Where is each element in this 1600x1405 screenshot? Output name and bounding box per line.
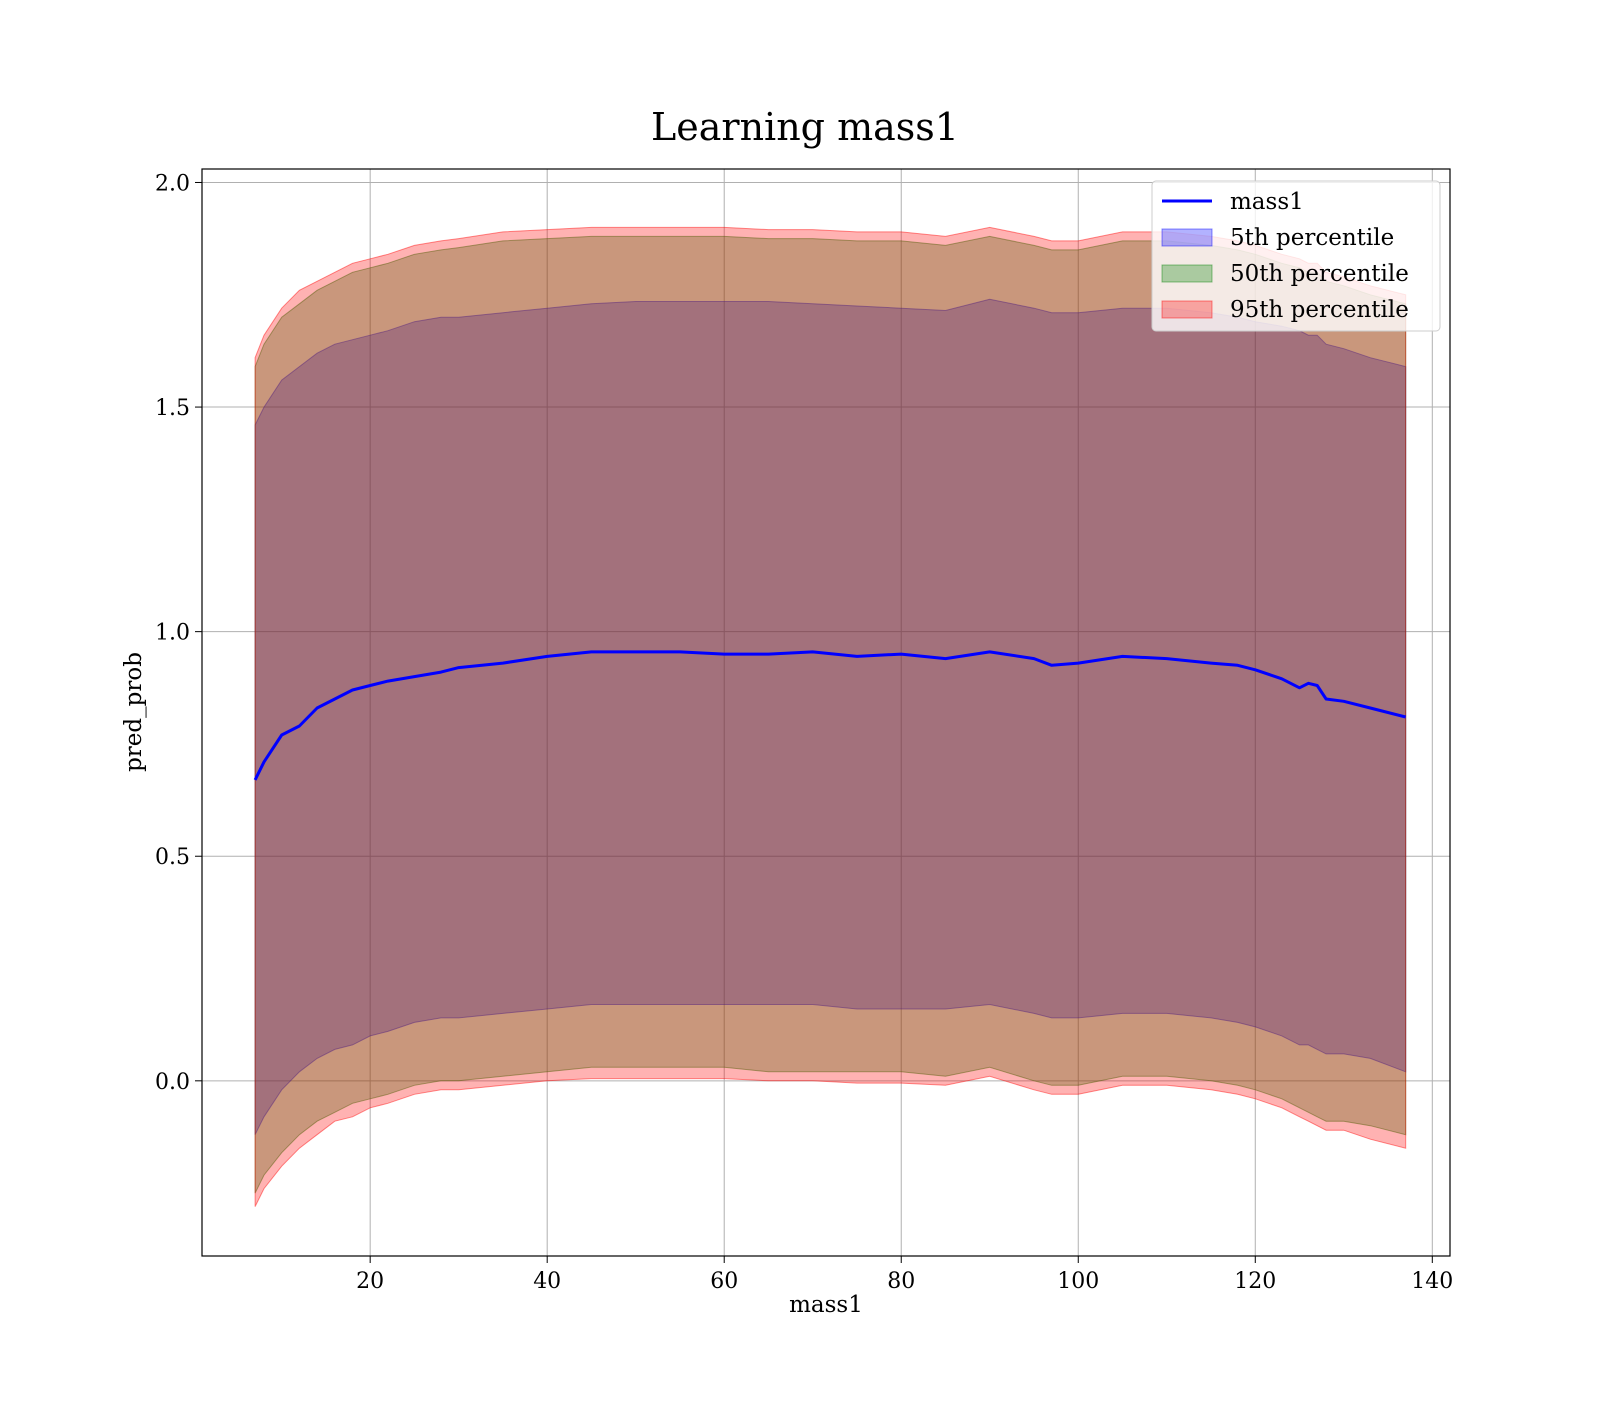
legend-swatch bbox=[1161, 228, 1213, 247]
x-axis-label: mass1 bbox=[789, 1292, 863, 1318]
legend-item-95th-percentile: 95th percentile bbox=[1161, 297, 1409, 323]
y-tick-label: 1.5 bbox=[155, 396, 190, 421]
x-tick-label: 40 bbox=[533, 1269, 561, 1294]
band-95th-percentile bbox=[254, 226, 1407, 1207]
x-tick-label: 80 bbox=[887, 1269, 915, 1294]
legend-label: mass1 bbox=[1230, 189, 1304, 215]
x-tick-label: 140 bbox=[1411, 1269, 1453, 1294]
legend-box bbox=[1151, 180, 1441, 332]
y-axis-label: pred_prob bbox=[121, 652, 147, 772]
y-tick-label: 2.0 bbox=[155, 171, 190, 196]
legend: mass1 5th percentile 50th percentile 95th p… bbox=[1151, 180, 1441, 332]
y-axis-ticks: 0.0 0.5 1.0 1.5 2.0 bbox=[155, 171, 202, 1095]
legend-label: 5th percentile bbox=[1230, 225, 1394, 251]
line-layer bbox=[253, 650, 1407, 781]
band-50th-percentile bbox=[254, 235, 1407, 1194]
x-tick-label: 100 bbox=[1057, 1269, 1099, 1294]
y-tick-label: 0.5 bbox=[155, 845, 190, 870]
x-tick-label: 60 bbox=[710, 1269, 738, 1294]
band-layer bbox=[254, 226, 1407, 1207]
legend-item-50th-percentile: 50th percentile bbox=[1161, 261, 1409, 287]
legend-item-5th-percentile: 5th percentile bbox=[1161, 225, 1394, 251]
legend-swatch bbox=[1161, 300, 1213, 319]
x-tick-label: 20 bbox=[356, 1269, 384, 1294]
y-tick-label: 1.0 bbox=[155, 621, 190, 646]
legend-label: 50th percentile bbox=[1230, 261, 1409, 287]
y-tick-label: 0.0 bbox=[155, 1070, 190, 1095]
legend-item-mass1: mass1 bbox=[1162, 189, 1304, 215]
grid-layer bbox=[202, 169, 1450, 1256]
legend-swatch bbox=[1161, 264, 1213, 283]
x-axis-ticks: 20 40 60 80 100 120 140 bbox=[356, 1256, 1453, 1294]
band-5th-percentile bbox=[254, 298, 1407, 1135]
series-line-mass1 bbox=[253, 650, 1407, 781]
chart-title: Learning mass1 bbox=[651, 105, 959, 149]
plot-frame bbox=[201, 168, 1451, 1257]
x-tick-label: 120 bbox=[1234, 1269, 1276, 1294]
legend-label: 95th percentile bbox=[1230, 297, 1409, 323]
